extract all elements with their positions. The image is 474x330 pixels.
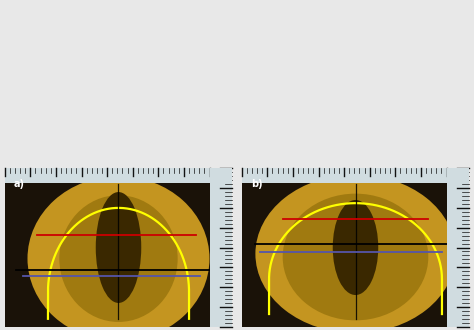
Ellipse shape xyxy=(255,175,456,330)
Bar xyxy=(5,168,210,182)
Ellipse shape xyxy=(59,195,178,322)
Bar xyxy=(242,168,447,182)
Bar xyxy=(210,168,232,327)
Text: b): b) xyxy=(251,180,263,189)
Ellipse shape xyxy=(27,176,210,330)
Text: a): a) xyxy=(14,180,25,189)
Bar xyxy=(447,168,469,327)
Bar xyxy=(210,168,232,182)
Ellipse shape xyxy=(283,194,428,320)
Ellipse shape xyxy=(333,200,378,295)
Ellipse shape xyxy=(96,192,141,303)
Bar xyxy=(447,168,469,182)
